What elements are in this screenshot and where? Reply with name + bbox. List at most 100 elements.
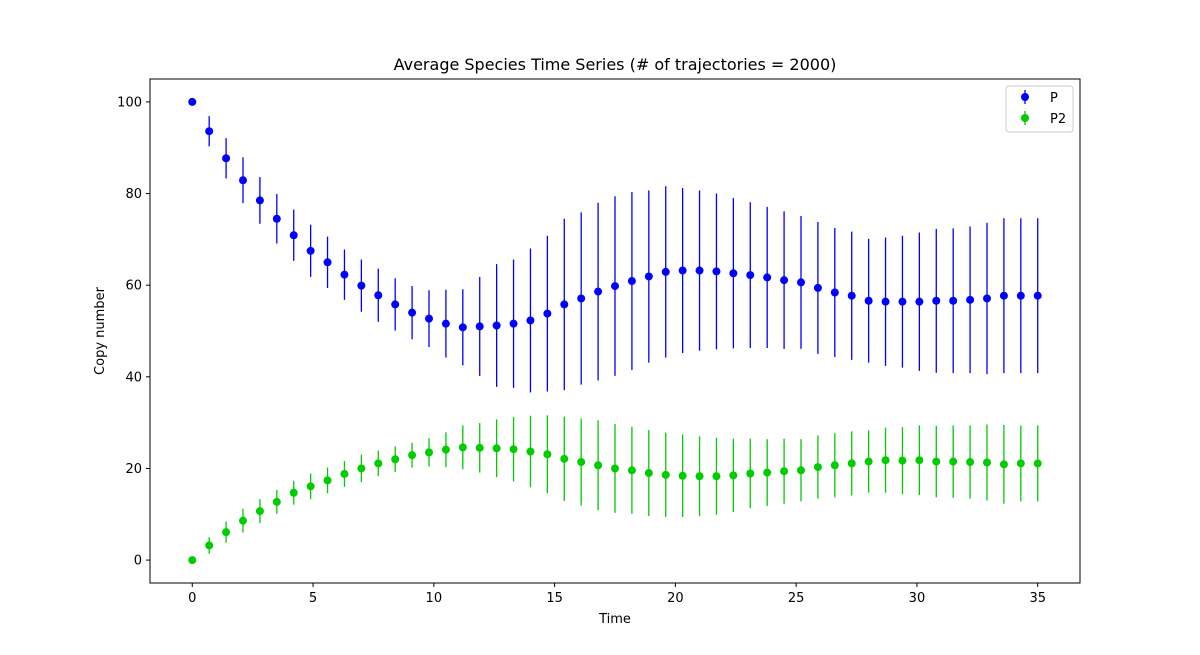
legend-p2-label: P2 <box>1050 112 1066 127</box>
point-p2 <box>661 470 670 479</box>
point-p2 <box>475 443 484 452</box>
point-p2 <box>1033 459 1042 468</box>
point-p <box>357 281 366 290</box>
point-p <box>492 321 501 330</box>
point-p <box>983 294 991 303</box>
point-p2 <box>577 458 586 467</box>
legend-p2-marker <box>1021 114 1029 122</box>
point-p2 <box>746 469 755 478</box>
point-p2 <box>881 456 890 465</box>
point-p <box>475 322 484 331</box>
y-tick-label: 40 <box>125 370 142 385</box>
y-tick-label: 60 <box>125 279 142 294</box>
point-p <box>627 277 636 286</box>
x-tick-label: 30 <box>909 591 926 606</box>
point-p <box>391 300 400 309</box>
point-p2 <box>813 463 822 472</box>
point-p <box>881 297 890 306</box>
point-p <box>239 176 247 185</box>
point-p <box>560 300 569 309</box>
point-p <box>847 291 856 300</box>
point-p2 <box>729 471 738 480</box>
point-p2 <box>239 516 247 525</box>
point-p <box>323 258 332 267</box>
point-p2 <box>847 459 856 468</box>
point-p2 <box>323 476 332 485</box>
point-p <box>678 266 687 275</box>
point-p <box>932 296 941 305</box>
point-p <box>813 283 822 292</box>
point-p2 <box>272 497 281 506</box>
point-p2 <box>932 457 941 466</box>
point-p2 <box>441 445 450 454</box>
legend-p-marker <box>1021 93 1029 101</box>
point-p2 <box>289 488 298 497</box>
point-p2 <box>374 459 383 468</box>
point-p <box>949 296 958 305</box>
x-tick-label: 20 <box>667 591 684 606</box>
point-p <box>746 271 755 280</box>
legend-p-label: P <box>1050 91 1058 106</box>
point-p2 <box>864 457 873 466</box>
point-p2 <box>306 482 315 491</box>
legend: P P2 <box>1005 85 1074 133</box>
point-p2 <box>1016 459 1025 468</box>
point-p <box>306 246 315 255</box>
point-p2 <box>611 464 619 473</box>
point-p2 <box>492 444 501 453</box>
y-tick-label: 0 <box>134 554 142 569</box>
point-p <box>763 273 772 282</box>
point-p <box>611 282 619 291</box>
point-p <box>441 319 450 328</box>
point-p2 <box>999 460 1008 469</box>
point-p <box>864 296 873 305</box>
point-p2 <box>712 472 721 481</box>
y-axis-ticks: 0 20 40 60 80 100 <box>117 95 150 569</box>
point-p <box>272 214 281 223</box>
point-p <box>915 297 924 306</box>
point-p <box>188 97 197 106</box>
point-p <box>1033 291 1042 300</box>
point-p <box>712 267 721 276</box>
point-p2 <box>222 528 231 537</box>
point-p <box>289 231 298 240</box>
point-p <box>543 309 552 318</box>
point-p2 <box>255 507 264 516</box>
point-p2 <box>780 467 789 476</box>
point-p2 <box>408 451 417 460</box>
point-p <box>408 308 417 317</box>
point-p <box>255 196 264 205</box>
point-p <box>661 267 670 276</box>
x-tick-label: 15 <box>546 591 563 606</box>
point-p2 <box>644 469 653 478</box>
point-p2 <box>509 445 518 454</box>
chart-title: Average Species Time Series (# of trajec… <box>394 55 837 74</box>
point-p <box>695 266 704 275</box>
point-p <box>205 127 214 136</box>
point-p <box>797 278 805 287</box>
point-p2 <box>458 443 467 452</box>
point-p2 <box>205 541 214 550</box>
point-p <box>374 291 383 300</box>
points-layer <box>188 97 1042 565</box>
point-p2 <box>340 469 349 478</box>
point-p2 <box>678 471 687 480</box>
point-p2 <box>357 464 366 473</box>
x-axis-label: Time <box>598 612 631 627</box>
point-p <box>458 323 467 332</box>
point-p <box>830 288 839 297</box>
point-p2 <box>797 466 805 475</box>
point-p2 <box>915 456 924 465</box>
y-tick-label: 100 <box>117 95 142 110</box>
x-tick-label: 0 <box>188 591 196 606</box>
x-tick-label: 10 <box>426 591 443 606</box>
point-p <box>729 269 738 278</box>
point-p2 <box>594 461 603 470</box>
point-p <box>425 314 433 323</box>
point-p <box>526 316 535 325</box>
point-p <box>780 276 789 285</box>
point-p <box>577 294 586 303</box>
x-tick-label: 25 <box>788 591 805 606</box>
y-axis-label: Copy number <box>93 286 108 375</box>
point-p2 <box>425 448 433 457</box>
